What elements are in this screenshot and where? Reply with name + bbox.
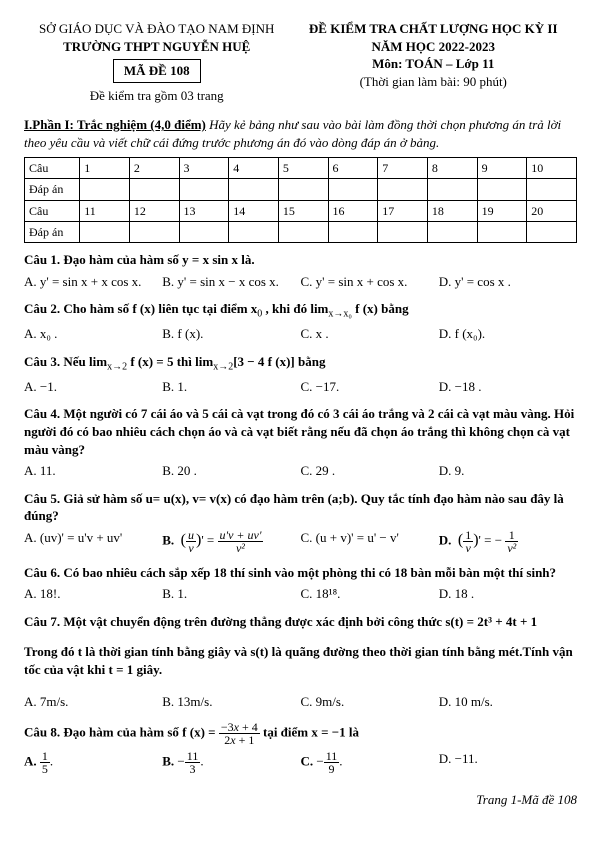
answer-table: Câu 1 2 3 4 5 6 7 8 9 10 Đáp án Câu 11 1…: [24, 157, 577, 243]
q2-options: A. x₀ . B. f (x). C. x . D. f (x₀).: [24, 323, 577, 345]
row-label: Câu: [25, 200, 80, 221]
q4-options: A. 11. B. 20 . C. 29 . D. 9.: [24, 460, 577, 482]
q8-C: C. −119.: [301, 748, 439, 777]
q5-A: A. (uv)' = u'v + uv': [24, 527, 162, 556]
q7-B: B. 13m/s.: [162, 691, 300, 713]
q6-B: B. 1.: [162, 583, 300, 605]
q2-C: C. x .: [301, 323, 439, 345]
q6-C: C. 18¹⁸.: [301, 583, 439, 605]
q6-A: A. 18!.: [24, 583, 162, 605]
q1-stem: Câu 1. Đạo hàm của hàm số y = x sin x là…: [24, 251, 577, 269]
q4-A: A. 11.: [24, 460, 162, 482]
q2-B: B. f (x).: [162, 323, 300, 345]
q5-stem: Câu 5. Giả sử hàm số u= u(x), v= v(x) có…: [24, 490, 577, 525]
q3-D: D. −18 .: [439, 376, 577, 398]
q4-C: C. 29 .: [301, 460, 439, 482]
page-footer: Trang 1-Mã đề 108: [24, 791, 577, 809]
q3-options: A. −1. B. 1. C. −17. D. −18 .: [24, 376, 577, 398]
q3-stem: Câu 3. Nếu limx→2 f (x) = 5 thì limx→2[3…: [24, 353, 577, 374]
row-label: Đáp án: [25, 179, 80, 200]
q8-A: A. 15.: [24, 748, 162, 777]
q1-C: C. y' = sin x + cos x.: [301, 271, 439, 293]
q5-D: D. (1v)' = − 1v²: [439, 527, 577, 556]
q4-stem: Câu 4. Một người có 7 cái áo và 5 cái cà…: [24, 405, 577, 458]
school: TRƯỜNG THPT NGUYỄN HUỆ: [24, 38, 289, 56]
dept: SỞ GIÁO DỤC VÀ ĐÀO TẠO NAM ĐỊNH: [24, 20, 289, 38]
q8-stem: Câu 8. Đạo hàm của hàm số f (x) = −3x + …: [24, 721, 577, 746]
q1-A: A. y' = sin x + x cos x.: [24, 271, 162, 293]
part1-title: I.Phần I: Trắc nghiệm (4,0 điểm): [24, 117, 206, 132]
q6-D: D. 18 .: [439, 583, 577, 605]
q2-stem: Câu 2. Cho hàm số f (x) liên tục tại điể…: [24, 300, 577, 321]
row-label: Câu: [25, 158, 80, 179]
time: (Thời gian làm bài: 90 phút): [289, 73, 577, 91]
q5-options: A. (uv)' = u'v + uv' B. (uv)' = u'v + uv…: [24, 527, 577, 556]
subject: Môn: TOÁN – Lớp 11: [289, 55, 577, 73]
part1-instr: I.Phần I: Trắc nghiệm (4,0 điểm) Hãy kẻ …: [24, 116, 577, 151]
row-label: Đáp án: [25, 221, 80, 242]
year: NĂM HỌC 2022-2023: [289, 38, 577, 56]
q2-D: D. f (x₀).: [439, 323, 577, 345]
q5-B: B. (uv)' = u'v + uv'v²: [162, 527, 300, 556]
q7-stem2: Trong đó t là thời gian tính bằng giây v…: [24, 643, 577, 678]
q4-D: D. 9.: [439, 460, 577, 482]
q7-C: C. 9m/s.: [301, 691, 439, 713]
q3-A: A. −1.: [24, 376, 162, 398]
header: SỞ GIÁO DỤC VÀ ĐÀO TẠO NAM ĐỊNH TRƯỜNG T…: [24, 20, 577, 104]
q8-D: D. −11.: [439, 748, 577, 777]
q7-A: A. 7m/s.: [24, 691, 162, 713]
q8-B: B. −113.: [162, 748, 300, 777]
q6-stem: Câu 6. Có bao nhiêu cách sắp xếp 18 thí …: [24, 564, 577, 582]
q7-options: A. 7m/s. B. 13m/s. C. 9m/s. D. 10 m/s.: [24, 691, 577, 713]
q4-B: B. 20 .: [162, 460, 300, 482]
q1-B: B. y' = sin x − x cos x.: [162, 271, 300, 293]
q3-B: B. 1.: [162, 376, 300, 398]
q7-stem1: Câu 7. Một vật chuyển động trên đường th…: [24, 613, 577, 631]
q1-D: D. y' = cos x .: [439, 271, 577, 293]
exam-code: MÃ ĐỀ 108: [113, 59, 201, 83]
q7-D: D. 10 m/s.: [439, 691, 577, 713]
q6-options: A. 18!. B. 1. C. 18¹⁸. D. 18 .: [24, 583, 577, 605]
q2-A: A. x₀ .: [24, 323, 162, 345]
q5-C: C. (u + v)' = u' − v': [301, 527, 439, 556]
q3-C: C. −17.: [301, 376, 439, 398]
pages: Đề kiểm tra gồm 03 trang: [24, 87, 289, 105]
exam-title: ĐỀ KIỂM TRA CHẤT LƯỢNG HỌC KỲ II: [289, 20, 577, 38]
q8-options: A. 15. B. −113. C. −119. D. −11.: [24, 748, 577, 777]
q1-options: A. y' = sin x + x cos x. B. y' = sin x −…: [24, 271, 577, 293]
